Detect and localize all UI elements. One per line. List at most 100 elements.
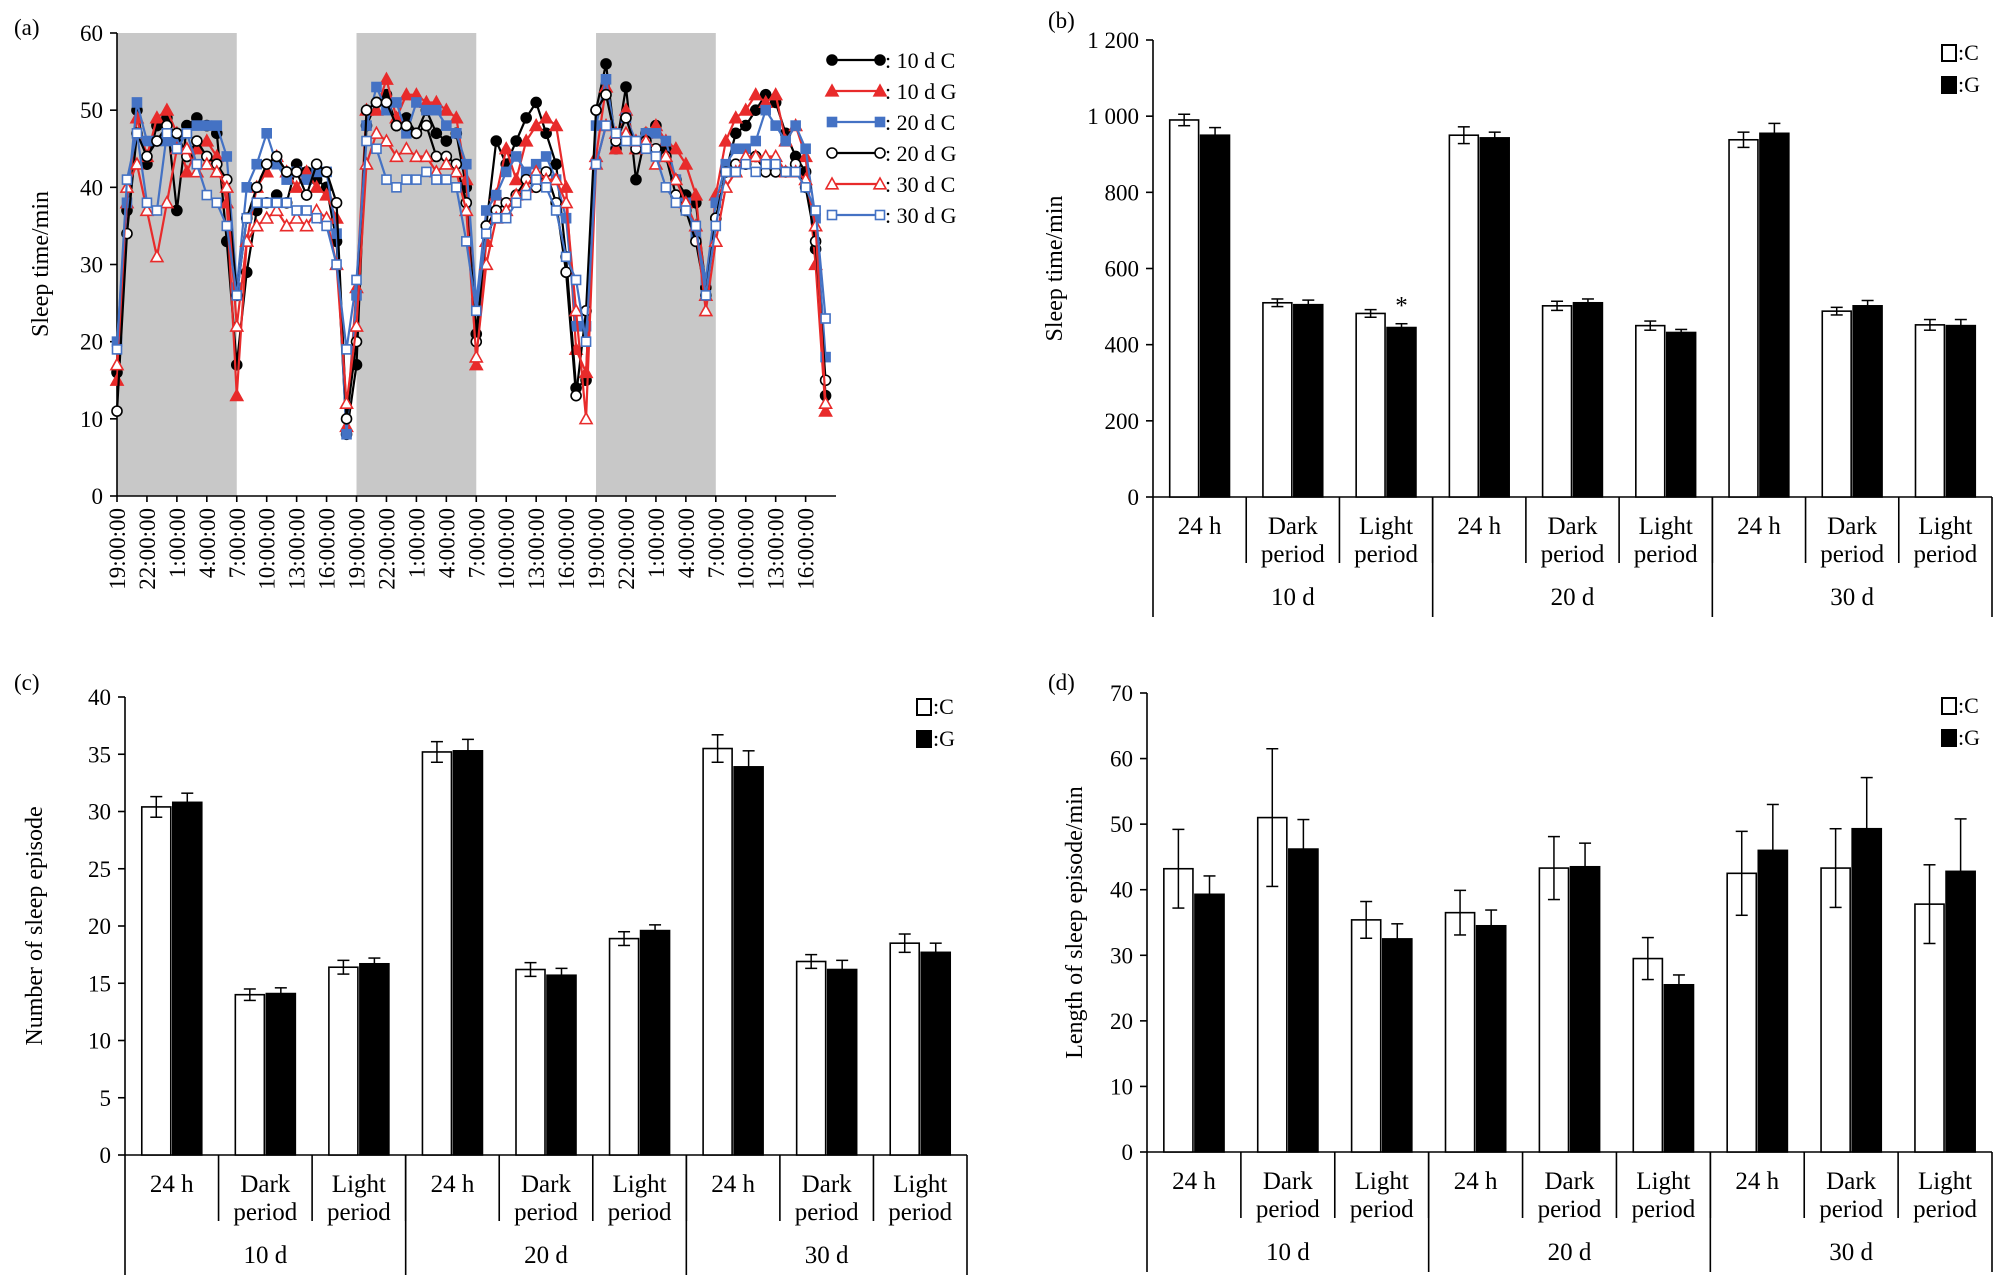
data-point xyxy=(620,135,632,147)
y-tick-label: 10 xyxy=(1110,1074,1133,1099)
x-tick-label: 16:00:00 xyxy=(554,508,579,590)
bar xyxy=(452,750,484,1156)
category-label: 24 h xyxy=(1454,1168,1498,1195)
y-tick-label: 30 xyxy=(1110,943,1133,968)
legend-item: : 30 d C xyxy=(824,172,955,197)
data-point xyxy=(221,151,233,162)
bar xyxy=(1820,867,1851,1153)
data-point xyxy=(381,174,392,185)
legend-item: : 20 d G xyxy=(826,141,957,166)
x-tick-label: 1:00:00 xyxy=(404,508,429,578)
data-point xyxy=(658,148,674,163)
dark-period-shade xyxy=(596,33,716,496)
category-label: 24 h xyxy=(1178,513,1222,540)
data-point xyxy=(678,156,694,170)
bar xyxy=(1350,919,1382,1153)
category-label: period xyxy=(608,1199,672,1226)
category-label: period xyxy=(888,1199,952,1226)
y-tick-label: 50 xyxy=(80,98,103,123)
data-point xyxy=(600,74,612,85)
data-point xyxy=(311,212,322,224)
data-point xyxy=(421,166,432,178)
x-tick-label: 7:00:00 xyxy=(704,508,729,578)
data-point xyxy=(448,164,464,178)
data-point xyxy=(251,197,263,209)
data-point xyxy=(391,182,402,193)
category-label: Dark xyxy=(1263,1168,1313,1195)
data-point xyxy=(458,202,474,217)
data-point xyxy=(259,210,275,224)
data-point xyxy=(508,171,524,186)
data-point xyxy=(570,320,582,332)
data-point xyxy=(149,110,165,124)
data-point xyxy=(750,166,762,178)
bar xyxy=(1665,331,1697,498)
data-point xyxy=(770,158,781,170)
bar xyxy=(1635,324,1666,498)
data-point xyxy=(261,128,273,139)
category-label: 24 h xyxy=(150,1171,194,1198)
data-point xyxy=(620,112,632,124)
group-label: 20 d xyxy=(1548,1239,1592,1266)
bar xyxy=(1293,303,1324,498)
data-point xyxy=(380,96,393,109)
data-point xyxy=(161,128,173,139)
data-point xyxy=(872,83,888,97)
data-point xyxy=(340,413,353,425)
data-point xyxy=(351,290,362,301)
data-point xyxy=(530,174,542,185)
data-point xyxy=(219,179,235,193)
data-point xyxy=(729,127,742,140)
legend-label: : 30 d C xyxy=(885,172,955,197)
category-label: period xyxy=(1820,541,1884,568)
category-label: period xyxy=(1350,1196,1414,1223)
data-point xyxy=(371,143,382,155)
bar xyxy=(795,960,827,1156)
data-point xyxy=(498,141,514,155)
legend-label: : 20 d G xyxy=(885,141,957,166)
bar xyxy=(421,751,453,1156)
y-axis-title: Number of sleep episode xyxy=(22,806,48,1045)
data-point xyxy=(548,117,564,132)
legend-label: : 20 d C xyxy=(885,110,955,135)
x-tick-label: 16:00:00 xyxy=(315,508,340,590)
y-tick-label: 15 xyxy=(88,971,111,996)
data-point xyxy=(690,220,702,232)
data-point xyxy=(289,210,304,224)
category-label: period xyxy=(795,1199,859,1226)
data-point xyxy=(241,182,253,193)
category-label: period xyxy=(233,1199,297,1226)
y-tick-label: 50 xyxy=(1110,812,1133,837)
data-point xyxy=(111,344,123,355)
bar xyxy=(1541,305,1573,498)
bar xyxy=(1262,301,1293,498)
data-point xyxy=(309,179,324,193)
bar xyxy=(140,806,172,1156)
data-point xyxy=(451,128,462,139)
panel-a-letter: (a) xyxy=(14,15,40,40)
data-point xyxy=(281,197,292,209)
data-point xyxy=(399,87,414,101)
category-label: Light xyxy=(1639,513,1693,540)
data-point xyxy=(826,147,838,159)
category-label: Light xyxy=(1355,1168,1409,1195)
category-label: period xyxy=(1256,1196,1320,1223)
significance-marker: * xyxy=(1395,293,1408,320)
data-point xyxy=(149,249,165,263)
data-point xyxy=(151,205,163,216)
data-point xyxy=(818,395,833,410)
data-point xyxy=(700,290,712,301)
data-point xyxy=(191,158,203,170)
data-point xyxy=(610,128,622,139)
data-point xyxy=(448,110,464,124)
data-point xyxy=(201,120,213,131)
bar xyxy=(1444,911,1476,1153)
y-tick-label: 60 xyxy=(1110,747,1133,772)
group-label: 30 d xyxy=(1829,1239,1873,1266)
data-point xyxy=(131,128,143,139)
data-point xyxy=(808,218,823,232)
bar xyxy=(920,951,952,1156)
panel-d-bar-chart: (d) 0 10 20 30 40 50 60 70 Length of sleep episod… xyxy=(1048,670,1993,1272)
data-point xyxy=(369,125,384,139)
